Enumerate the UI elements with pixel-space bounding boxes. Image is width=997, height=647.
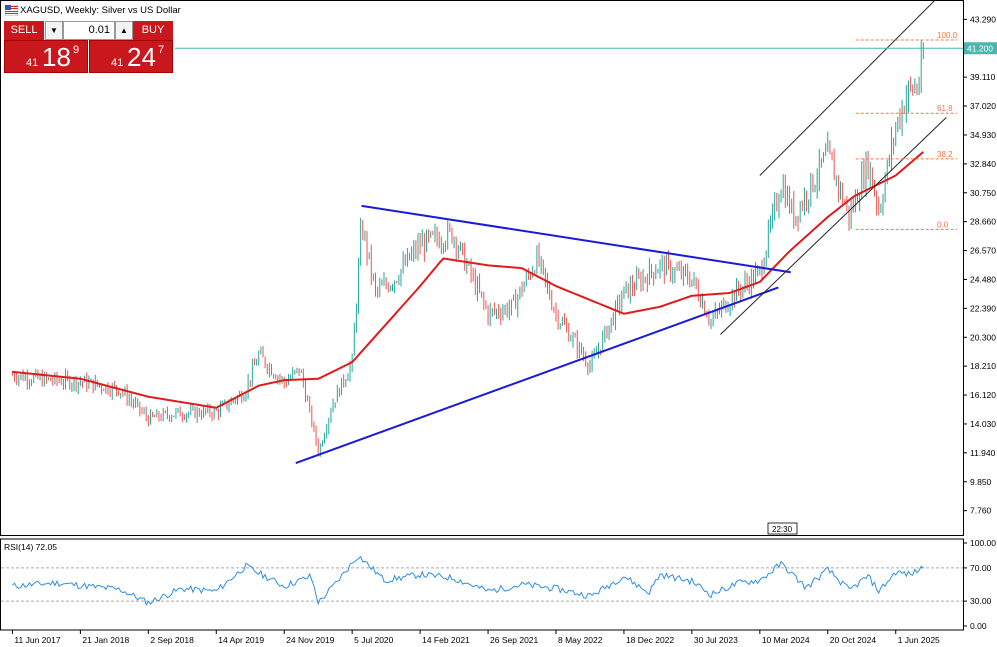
fib-level-label: 100.0 [937, 31, 958, 40]
chart-title: XAGUSD, Weekly: Silver vs US Dollar [20, 5, 181, 16]
fib-level-label: 38.2 [937, 150, 953, 159]
x-tick-label: 5 Jul 2020 [354, 635, 393, 645]
sell-price-main: 18 [42, 42, 71, 72]
y-tick-label: 9.850 [970, 477, 992, 487]
channel-lower-line [720, 117, 947, 335]
buy-button[interactable]: BUY [133, 21, 173, 40]
y-tick-label: 39.110 [970, 72, 996, 82]
x-tick-label: 10 Mar 2024 [762, 635, 810, 645]
fib-level-label: 61.8 [937, 104, 953, 113]
y-tick-label: 16.120 [970, 390, 996, 400]
x-tick-label: 21 Jan 2018 [82, 635, 129, 645]
rsi-y-tick-label: 70.00 [970, 563, 992, 573]
lot-size-input[interactable]: 0.01 [63, 21, 115, 40]
lot-decrease-button[interactable]: ▼ [45, 21, 63, 40]
x-tick-label: 14 Apr 2019 [218, 635, 264, 645]
triangle-upper-line [361, 204, 791, 274]
channel-upper-line [759, 0, 936, 176]
x-tick-label: 30 Jul 2023 [694, 635, 738, 645]
buy-price[interactable]: 41 24 7 [89, 40, 173, 73]
y-tick-label: 11.940 [970, 448, 996, 458]
x-tick-label: 11 Jun 2017 [14, 635, 60, 645]
time-label: 22:30 [772, 525, 793, 534]
candles-group [11, 40, 924, 457]
y-tick-label: 26.570 [970, 246, 996, 256]
rsi-y-tick-label: 100.00 [970, 538, 996, 548]
y-tick-label: 30.750 [970, 188, 996, 198]
y-tick-label: 7.760 [970, 506, 992, 516]
x-tick-label: 8 May 2022 [558, 635, 603, 645]
chevron-up-icon: ▲ [120, 26, 128, 35]
sell-price[interactable]: 41 18 9 [4, 40, 88, 73]
y-tick-label: 37.020 [970, 101, 996, 111]
rsi-line [12, 555, 924, 607]
rsi-pane-frame [0, 538, 964, 631]
current-price-tag [964, 42, 997, 55]
fib-level-label: 0.0 [937, 220, 949, 229]
x-tick-label: 1 Jun 2025 [898, 635, 940, 645]
chevron-down-icon: ▼ [50, 26, 58, 35]
x-tick-label: 20 Oct 2024 [830, 635, 877, 645]
y-tick-label: 22.390 [970, 303, 996, 313]
y-tick-label: 34.930 [970, 130, 996, 140]
x-tick-label: 14 Feb 2021 [422, 635, 470, 645]
y-tick-label: 24.480 [970, 274, 996, 284]
rsi-label: RSI(14) 72.05 [4, 542, 57, 552]
y-tick-label: 20.300 [970, 332, 996, 342]
x-tick-label: 26 Sep 2021 [490, 635, 538, 645]
sell-button[interactable]: SELL [4, 21, 44, 40]
y-tick-label: 28.660 [970, 217, 996, 227]
x-tick-label: 18 Dec 2022 [626, 635, 674, 645]
moving-average-line [12, 151, 924, 409]
buy-price-fraction: 7 [158, 44, 165, 56]
sell-price-fraction: 9 [73, 44, 80, 56]
price-pane-frame [0, 0, 964, 536]
lot-increase-button[interactable]: ▲ [115, 21, 133, 40]
triangle-lower-line [295, 286, 779, 465]
rsi-y-tick-label: 30.00 [970, 596, 992, 606]
y-tick-label: 14.030 [970, 419, 996, 429]
current-price-label: 41.200 [967, 43, 993, 53]
y-tick-label: 43.290 [970, 14, 996, 24]
y-tick-label: 18.210 [970, 361, 996, 371]
x-tick-label: 24 Nov 2019 [286, 635, 334, 645]
x-tick-label: 2 Sep 2018 [150, 635, 194, 645]
time-label-box [767, 522, 798, 535]
buy-price-main: 24 [127, 42, 156, 72]
buy-price-prefix: 41 [111, 57, 124, 69]
flag-icon [5, 5, 18, 16]
y-tick-label: 32.840 [970, 159, 996, 169]
rsi-y-tick-label: 0.00 [970, 621, 987, 631]
sell-price-prefix: 41 [26, 57, 39, 69]
